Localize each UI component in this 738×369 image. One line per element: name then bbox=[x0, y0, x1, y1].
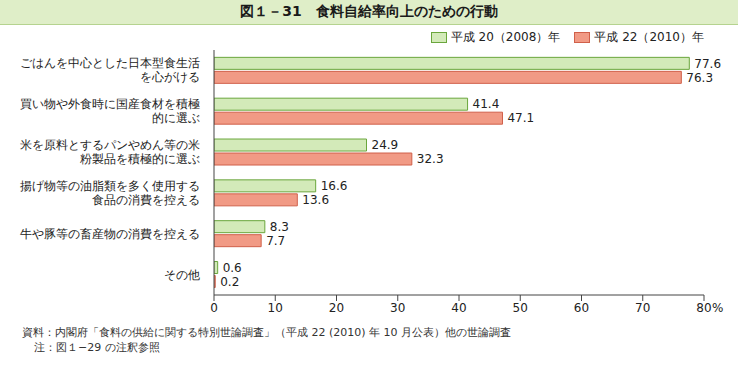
svg-text:その他: その他 bbox=[164, 268, 200, 282]
svg-text:食品の消費を控える: 食品の消費を控える bbox=[92, 193, 200, 207]
svg-text:粉製品を積極的に選ぶ: 粉製品を積極的に選ぶ bbox=[80, 152, 200, 166]
svg-text:47.1: 47.1 bbox=[507, 111, 534, 125]
svg-text:買い物や外食時に国産食材を積極: 買い物や外食時に国産食材を積極 bbox=[20, 97, 200, 111]
svg-text:20: 20 bbox=[329, 301, 344, 315]
svg-text:0.6: 0.6 bbox=[223, 261, 242, 275]
svg-text:77.6: 77.6 bbox=[694, 57, 721, 71]
svg-text:的に選ぶ: 的に選ぶ bbox=[152, 111, 200, 125]
svg-text:60: 60 bbox=[574, 301, 589, 315]
svg-text:%: % bbox=[712, 301, 723, 315]
svg-text:ごはんを中心とした日本型食生活: ごはんを中心とした日本型食生活 bbox=[20, 56, 200, 70]
html-text:平成 20（2008）年: 平成 20（2008）年 bbox=[450, 30, 561, 44]
svg-text:32.3: 32.3 bbox=[417, 152, 444, 166]
svg-text:24.9: 24.9 bbox=[372, 138, 399, 152]
svg-text:牛や豚等の畜産物の消費を控える: 牛や豚等の畜産物の消費を控える bbox=[20, 227, 200, 241]
svg-text:76.3: 76.3 bbox=[686, 71, 713, 85]
svg-text:を心がける: を心がける bbox=[140, 70, 200, 84]
svg-text:40: 40 bbox=[451, 301, 466, 315]
svg-text:米を原料とするパンやめん等の米: 米を原料とするパンやめん等の米 bbox=[20, 138, 200, 152]
svg-text:7.7: 7.7 bbox=[266, 234, 285, 248]
svg-text:30: 30 bbox=[390, 301, 405, 315]
svg-text:8.3: 8.3 bbox=[270, 220, 289, 234]
svg-text:41.4: 41.4 bbox=[473, 97, 500, 111]
svg-text:70: 70 bbox=[635, 301, 650, 315]
html-text:平成 22（2010）年: 平成 22（2010）年 bbox=[594, 30, 704, 44]
svg-text:13.6: 13.6 bbox=[302, 193, 329, 207]
svg-text:16.6: 16.6 bbox=[321, 179, 348, 193]
svg-text:50: 50 bbox=[513, 301, 528, 315]
svg-text:10: 10 bbox=[268, 301, 283, 315]
svg-text:0: 0 bbox=[210, 301, 218, 315]
html-text:図１－31 食料自給率向上のための行動: 図１－31 食料自給率向上のための行動 bbox=[240, 3, 498, 19]
svg-text:0.2: 0.2 bbox=[220, 275, 239, 289]
svg-text:揚げ物等の油脂類を多く使用する: 揚げ物等の油脂類を多く使用する bbox=[20, 179, 200, 193]
html-text:資料：内閣府「食料の供給に関する特別世論調査」（平成 22: 資料：内閣府「食料の供給に関する特別世論調査」（平成 22 (2010) 年 1… bbox=[22, 326, 512, 339]
svg-text:80: 80 bbox=[696, 301, 711, 315]
html-text:注：図１−29 の注釈参照: 注：図１−29 の注釈参照 bbox=[34, 341, 160, 354]
